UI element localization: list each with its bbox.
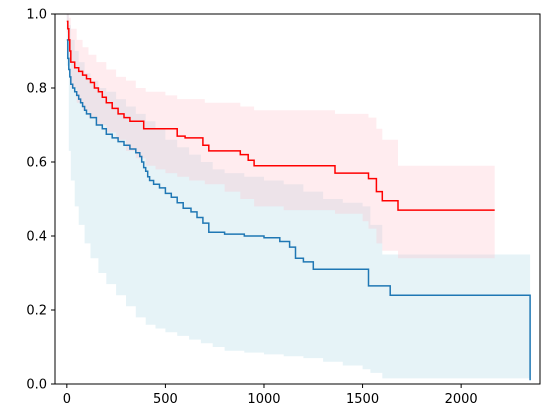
x-tick-label: 1500 xyxy=(346,392,379,407)
series-lines xyxy=(66,20,531,381)
survival-line-1 xyxy=(66,39,531,381)
y-tick-label: 0.6 xyxy=(26,156,47,171)
x-tick-label: 500 xyxy=(153,392,178,407)
y-tick-label: 0.0 xyxy=(26,378,47,393)
y-tick-label: 0.4 xyxy=(26,230,47,245)
y-tick-label: 0.2 xyxy=(26,304,47,319)
x-tick-label: 0 xyxy=(63,392,71,407)
x-axis: 0 500 1000 1500 2000 xyxy=(63,384,478,407)
x-tick-label: 1000 xyxy=(247,392,280,407)
x-tick-label: 2000 xyxy=(445,392,478,407)
y-tick-label: 1.0 xyxy=(26,8,47,23)
confidence-band-2 xyxy=(66,14,495,259)
y-tick-label: 0.8 xyxy=(26,82,47,97)
survival-line-2 xyxy=(66,20,495,211)
confidence-band-1 xyxy=(66,14,531,381)
plot-frame xyxy=(54,13,541,385)
y-axis: 0.0 0.2 0.4 0.6 0.8 1.0 xyxy=(26,8,55,393)
confidence-bands xyxy=(66,14,531,381)
